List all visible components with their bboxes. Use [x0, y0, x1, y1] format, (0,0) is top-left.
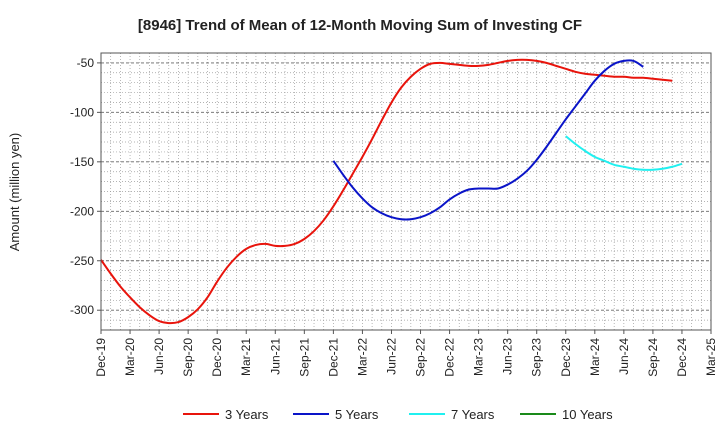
grid: [101, 53, 711, 330]
series-line-3: [565, 135, 683, 171]
legend-label-2: 5 Years: [335, 407, 379, 422]
y-tick-label: -50: [77, 56, 95, 70]
x-tick-label: Mar-22: [355, 338, 369, 376]
chart-title: [8946] Trend of Mean of 12-Month Moving …: [138, 17, 582, 34]
x-tick-label: Sep-24: [646, 338, 660, 377]
x-tick-label: Mar-24: [588, 338, 602, 376]
plot-frame: [100, 52, 712, 331]
x-tick-label: Mar-23: [472, 338, 486, 376]
x-tick-label: Sep-23: [530, 338, 544, 377]
x-tick-label: Dec-24: [675, 338, 689, 377]
y-tick-label: -250: [70, 254, 94, 268]
x-tick-label: Sep-20: [181, 338, 195, 377]
legend-label-1: 3 Years: [225, 407, 269, 422]
x-tick-label: Mar-21: [239, 338, 253, 376]
x-tick-label: Dec-23: [559, 338, 573, 377]
x-tick-label: Dec-21: [326, 338, 340, 377]
x-tick-label: Jun-23: [501, 338, 515, 375]
x-tick-label: Mar-20: [123, 338, 137, 376]
y-tick-label: -150: [70, 155, 94, 169]
x-tick-label: Jun-24: [617, 338, 631, 375]
x-tick-label: Dec-19: [94, 338, 108, 377]
x-tick-label: Jun-21: [268, 338, 282, 375]
y-tick-label: -100: [70, 105, 94, 119]
y-axis-label: Amount (million yen): [7, 133, 22, 252]
series-line-1: [100, 58, 673, 325]
legend: 3 Years 5 Years 7 Years 10 Years: [183, 407, 613, 422]
x-tick-label: Dec-20: [210, 338, 224, 377]
series-line-2: [332, 59, 644, 221]
x-tick-label: Jun-20: [152, 338, 166, 375]
x-tick-label: Dec-22: [443, 338, 457, 377]
x-tick-label: Jun-22: [384, 338, 398, 375]
legend-label-4: 10 Years: [562, 407, 613, 422]
x-tick-label: Mar-25: [704, 338, 718, 376]
y-tick-label: -300: [70, 303, 94, 317]
x-tick-label: Sep-22: [414, 338, 428, 377]
x-ticks: Dec-19 Mar-20 Jun-20 Sep-20 Dec-20 Mar-21 Jun-…: [94, 330, 718, 377]
y-ticks: -50 -100 -150 -200 -250 -300: [70, 56, 101, 317]
series-lines: [100, 58, 683, 325]
x-tick-label: Sep-21: [297, 338, 311, 377]
y-tick-label: -200: [70, 204, 94, 218]
legend-label-3: 7 Years: [451, 407, 495, 422]
